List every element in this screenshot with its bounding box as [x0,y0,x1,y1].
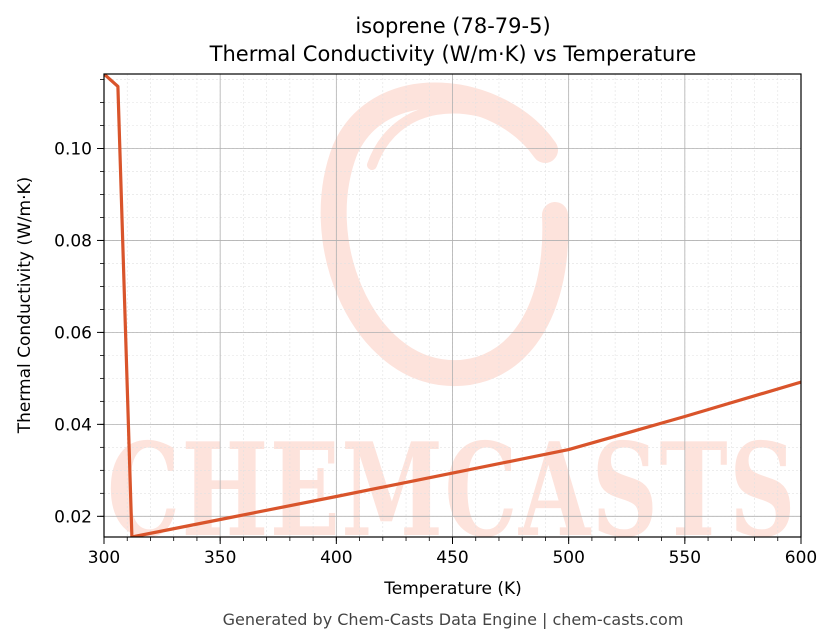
x-axis: 300 350 400 450 500 550 600 [88,537,817,568]
y-tick-label: 0.06 [54,323,92,343]
y-axis: 0.02 0.04 0.06 0.08 0.10 [54,79,104,527]
chart-subtitle: Thermal Conductivity (W/m·K) vs Temperat… [209,42,697,66]
y-tick-label: 0.08 [54,231,92,251]
watermark-text: CHEMCASTS [107,416,797,566]
x-tick-label: 300 [88,548,120,568]
chart-title: isoprene (78-79-5) [355,14,550,38]
x-axis-label: Temperature (K) [383,579,522,599]
y-tick-label: 0.02 [54,507,92,527]
y-axis-label: Thermal Conductivity (W/m·K) [15,177,35,435]
y-tick-label: 0.04 [54,415,92,435]
x-tick-label: 550 [669,548,701,568]
x-tick-label: 600 [785,548,817,568]
x-tick-label: 350 [204,548,236,568]
x-tick-label: 400 [320,548,352,568]
footer-credit: Generated by Chem-Casts Data Engine | ch… [223,610,684,629]
y-tick-label: 0.10 [54,139,92,159]
watermark-logo: CHEMCASTS [107,82,797,566]
series-line [104,74,801,537]
x-tick-label: 450 [436,548,468,568]
x-tick-label: 500 [552,548,584,568]
